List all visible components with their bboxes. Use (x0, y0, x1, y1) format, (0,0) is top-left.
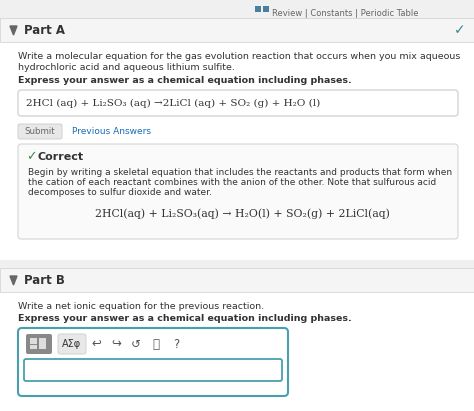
Bar (39, 338, 46, 349)
Bar (0, 268, 474, 292)
Text: AΣφ: AΣφ (63, 339, 82, 349)
Text: Express your answer as a chemical equation including phases.: Express your answer as a chemical equati… (18, 76, 352, 85)
Text: Part A: Part A (24, 23, 65, 37)
Text: ↪: ↪ (111, 337, 121, 351)
Bar (30, 345, 37, 349)
FancyBboxPatch shape (18, 124, 62, 139)
Bar (30, 338, 37, 344)
Text: Write a molecular equation for the gas evolution reaction that occurs when you m: Write a molecular equation for the gas e… (18, 52, 460, 61)
FancyBboxPatch shape (18, 90, 458, 116)
Bar (263, 6, 269, 12)
Bar (255, 6, 261, 12)
Text: Correct: Correct (38, 152, 84, 162)
FancyBboxPatch shape (26, 334, 52, 354)
Text: Express your answer as a chemical equation including phases.: Express your answer as a chemical equati… (18, 314, 352, 323)
Text: Submit: Submit (25, 127, 55, 136)
Text: Begin by writing a skeletal equation that includes the reactants and products th: Begin by writing a skeletal equation tha… (28, 168, 452, 177)
FancyBboxPatch shape (58, 334, 86, 354)
FancyBboxPatch shape (18, 144, 458, 239)
Text: ↺: ↺ (131, 337, 141, 351)
FancyBboxPatch shape (18, 328, 288, 396)
Text: ⬜: ⬜ (153, 337, 159, 351)
Text: ↩: ↩ (91, 337, 101, 351)
Text: decomposes to sulfur dioxide and water.: decomposes to sulfur dioxide and water. (28, 188, 212, 197)
Text: Previous Answers: Previous Answers (72, 127, 151, 136)
Polygon shape (10, 26, 17, 35)
Bar (0, 292, 474, 411)
Text: ✓: ✓ (26, 150, 36, 164)
Text: Review | Constants | Periodic Table: Review | Constants | Periodic Table (272, 9, 419, 18)
Text: Part B: Part B (24, 273, 65, 286)
Text: Write a net ionic equation for the previous reaction.: Write a net ionic equation for the previ… (18, 302, 264, 311)
FancyBboxPatch shape (24, 359, 282, 381)
Text: 2HCl(aq) + Li₂SO₃(aq) → H₂O(l) + SO₂(g) + 2LiCl(aq): 2HCl(aq) + Li₂SO₃(aq) → H₂O(l) + SO₂(g) … (94, 209, 390, 219)
Text: ?: ? (173, 337, 179, 351)
Bar (0, 18, 474, 42)
Bar (0, 42, 474, 260)
Text: hydrochloric acid and aqueous lithium sulfite.: hydrochloric acid and aqueous lithium su… (18, 63, 235, 72)
Text: ✓: ✓ (455, 23, 466, 37)
Bar (0, 260, 474, 268)
Polygon shape (10, 276, 17, 285)
Text: 2HCl (aq) + Li₂SO₃ (aq) →2LiCl (aq) + SO₂ (g) + H₂O (l): 2HCl (aq) + Li₂SO₃ (aq) →2LiCl (aq) + SO… (26, 99, 320, 108)
Text: the cation of each reactant combines with the anion of the other. Note that sulf: the cation of each reactant combines wit… (28, 178, 436, 187)
